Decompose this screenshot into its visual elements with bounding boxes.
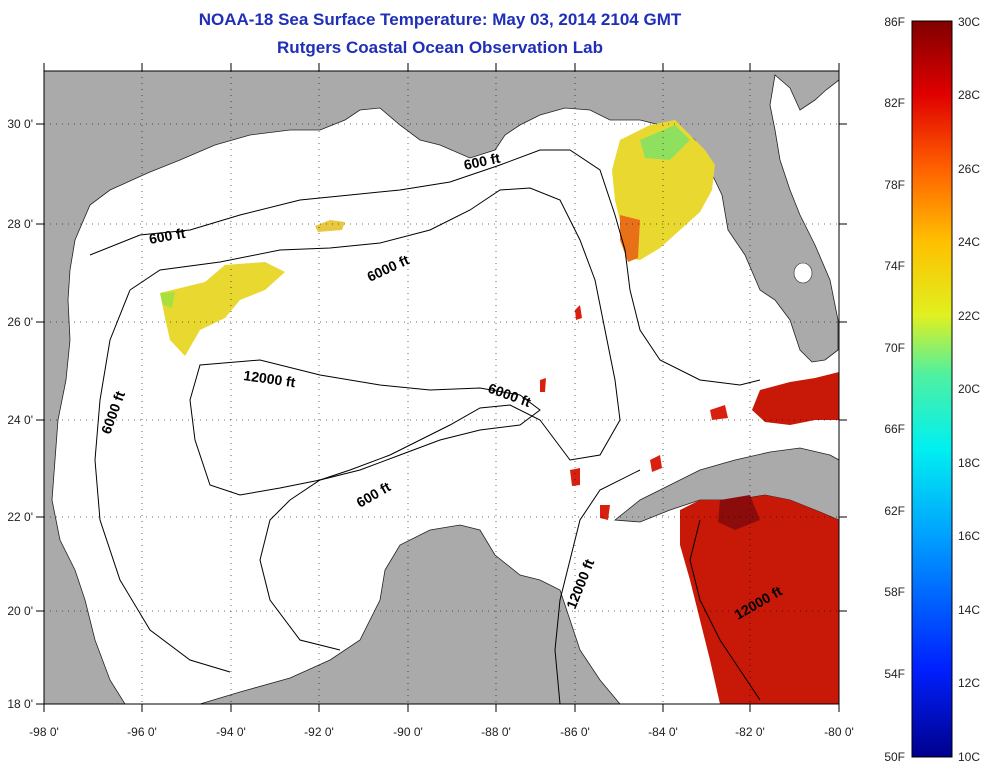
lat-label: 18 0' xyxy=(7,697,33,711)
cb-f-label: 86F xyxy=(884,15,905,29)
lat-label: 28 0' xyxy=(7,217,33,231)
sst-patch-caribbean xyxy=(680,495,839,704)
cb-f-label: 66F xyxy=(884,422,905,436)
cb-f-label: 70F xyxy=(884,341,905,355)
cb-c-label: 20C xyxy=(958,382,980,396)
lon-label: -80 0' xyxy=(824,725,854,739)
lat-label: 22 0' xyxy=(7,510,33,524)
sst-patch-florida-green xyxy=(640,125,690,160)
cb-c-label: 24C xyxy=(958,235,980,249)
sst-patch-texas xyxy=(160,262,285,356)
lon-label: -96 0' xyxy=(127,725,157,739)
map-subtitle: Rutgers Coastal Ocean Observation Lab xyxy=(277,38,603,57)
cb-f-label: 62F xyxy=(884,504,905,518)
lon-label: -82 0' xyxy=(735,725,765,739)
cb-c-label: 14C xyxy=(958,603,980,617)
cb-c-label: 30C xyxy=(958,15,980,29)
cb-c-label: 12C xyxy=(958,676,980,690)
cb-c-label: 28C xyxy=(958,88,980,102)
land-yucatan xyxy=(199,524,621,704)
lon-label: -92 0' xyxy=(304,725,334,739)
contour-600ft xyxy=(89,149,761,386)
map-title: NOAA-18 Sea Surface Temperature: May 03,… xyxy=(198,10,682,29)
land-cuba xyxy=(613,447,839,523)
map-frame xyxy=(43,70,840,705)
cb-c-label: 26C xyxy=(958,162,980,176)
lon-label: -98 0' xyxy=(29,725,59,739)
lon-label: -86 0' xyxy=(560,725,590,739)
graticule xyxy=(44,71,839,704)
lon-label: -94 0' xyxy=(216,725,246,739)
cb-f-label: 58F xyxy=(884,585,905,599)
latitude-labels: 30 0' 28 0' 26 0' 24 0' 22 0' 20 0' 18 0… xyxy=(7,117,33,711)
cb-c-label: 18C xyxy=(958,456,980,470)
cb-c-label: 10C xyxy=(958,750,980,764)
contour-label: 600 ft xyxy=(148,225,187,247)
sst-patch-texas-edge xyxy=(160,292,175,308)
colorbar-fahrenheit-labels: 86F 82F 78F 74F 70F 66F 62F 58F 54F 50F xyxy=(884,15,905,764)
cb-c-label: 16C xyxy=(958,529,980,543)
land-us-mainland xyxy=(44,71,839,704)
lat-label: 24 0' xyxy=(7,413,33,427)
lat-label: 26 0' xyxy=(7,315,33,329)
contour-label: 12000 ft xyxy=(243,367,297,390)
sst-patch-straits xyxy=(752,372,839,425)
colorbar xyxy=(911,20,953,758)
longitude-labels: -98 0' -96 0' -94 0' -92 0' -90 0' -88 0… xyxy=(29,725,854,739)
contour-6000ft xyxy=(94,187,621,673)
lat-label: 30 0' xyxy=(7,117,33,131)
contour-caribbean xyxy=(554,469,761,704)
cb-f-label: 78F xyxy=(884,178,905,192)
cb-f-label: 74F xyxy=(884,259,905,273)
lon-label: -88 0' xyxy=(481,725,511,739)
map-area: 600 ft 600 ft 600 ft 6000 ft 6000 ft 600… xyxy=(44,71,839,704)
cb-f-label: 54F xyxy=(884,667,905,681)
sst-patch-caribbean-hot xyxy=(718,495,760,530)
cb-f-label: 50F xyxy=(884,750,905,764)
cb-c-label: 22C xyxy=(958,309,980,323)
lat-label: 20 0' xyxy=(7,604,33,618)
contour-label: 600 ft xyxy=(462,150,501,173)
cb-f-label: 82F xyxy=(884,96,905,110)
lon-label: -90 0' xyxy=(393,725,423,739)
sst-patch-louisiana xyxy=(315,220,345,232)
lon-label: -84 0' xyxy=(648,725,678,739)
colorbar-celsius-labels: 30C 28C 26C 24C 22C 20C 18C 16C 14C 12C … xyxy=(958,15,980,764)
land-island xyxy=(793,262,813,284)
contour-12000ft xyxy=(189,359,541,496)
frame-ticks xyxy=(36,63,847,712)
